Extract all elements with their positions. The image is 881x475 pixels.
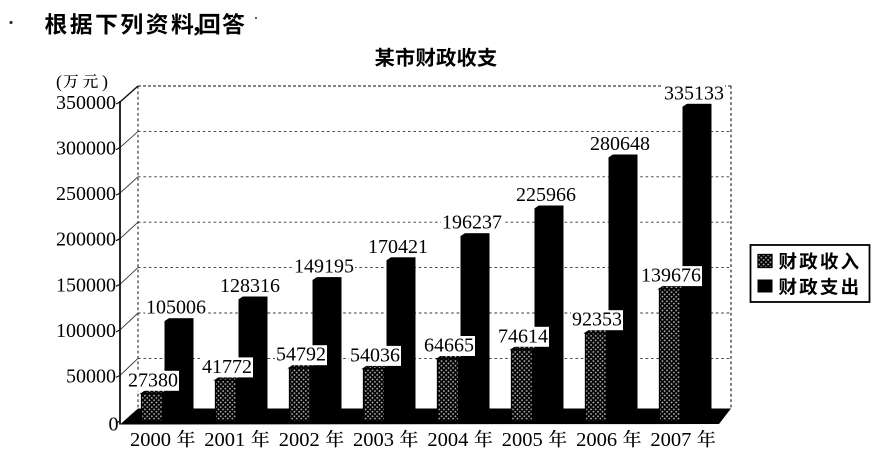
svg-text:0: 0: [109, 414, 119, 436]
svg-text:2002: 2002: [279, 429, 320, 451]
svg-text:128316: 128316: [220, 275, 280, 297]
svg-text:(: (: [56, 72, 62, 93]
svg-text:2006: 2006: [576, 429, 617, 451]
svg-text:50000: 50000: [66, 365, 116, 387]
svg-text:250000: 250000: [56, 183, 116, 205]
svg-text:2007: 2007: [650, 429, 691, 451]
svg-text:105006: 105006: [146, 297, 206, 319]
svg-text:2003: 2003: [353, 429, 394, 451]
svg-text:92353: 92353: [572, 309, 622, 331]
svg-text:150000: 150000: [56, 274, 116, 296]
svg-text:41772: 41772: [202, 356, 252, 378]
svg-text:2005: 2005: [502, 429, 543, 451]
svg-text:): ): [102, 72, 108, 93]
svg-text:335133: 335133: [664, 82, 724, 104]
svg-text:170421: 170421: [368, 236, 428, 258]
svg-text:27380: 27380: [128, 369, 178, 391]
svg-text:200000: 200000: [56, 229, 116, 251]
svg-text:139676: 139676: [641, 265, 701, 287]
svg-text:2004: 2004: [427, 429, 468, 451]
svg-text:54036: 54036: [350, 344, 400, 366]
svg-text:225966: 225966: [516, 184, 576, 206]
svg-text:100000: 100000: [56, 320, 116, 342]
svg-text:300000: 300000: [56, 138, 116, 160]
svg-text:149195: 149195: [294, 256, 354, 278]
svg-text:54792: 54792: [276, 344, 326, 366]
svg-text:74614: 74614: [498, 325, 548, 347]
svg-text:350000: 350000: [56, 92, 116, 114]
svg-text:280648: 280648: [590, 133, 650, 155]
svg-text:2001: 2001: [204, 429, 245, 451]
svg-text:2000: 2000: [130, 429, 171, 451]
svg-text:196237: 196237: [442, 212, 502, 234]
svg-text:64665: 64665: [424, 335, 474, 357]
